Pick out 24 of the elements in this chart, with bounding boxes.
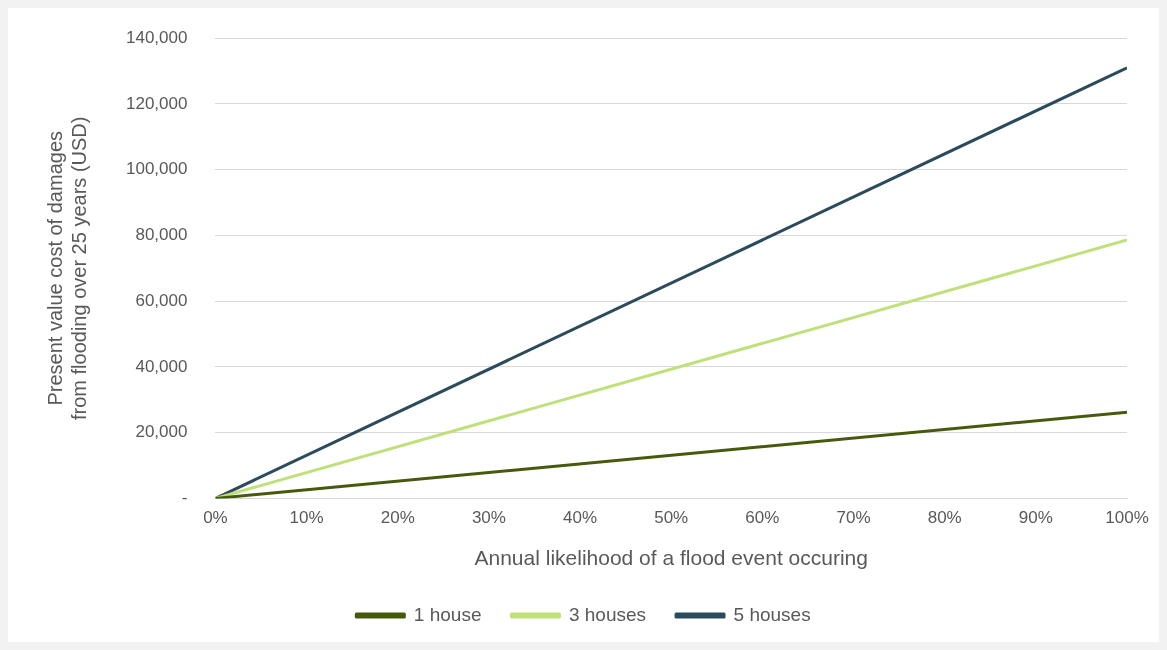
y-tick-label: 140,000 <box>126 27 188 47</box>
y-tick-label: 120,000 <box>126 93 188 113</box>
y-axis-title: Present value cost of damages from flooding over 25 years (USD) <box>43 116 90 421</box>
x-tick-label: 40% <box>563 508 598 528</box>
y-tick-label: 80,000 <box>135 225 188 245</box>
x-tick-label: 10% <box>289 508 324 528</box>
x-tick-label: 30% <box>471 508 506 528</box>
x-tick-label: 100% <box>1105 508 1149 528</box>
x-tick-label: 60% <box>745 508 780 528</box>
legend-label: 1 house <box>413 603 482 625</box>
x-tick-label: 0% <box>203 508 228 528</box>
y-tick-label: 20,000 <box>135 422 188 442</box>
x-axis-title: Annual likelihood of a flood event occuring <box>474 546 868 570</box>
x-tick-label: 50% <box>654 508 689 528</box>
x-tick-label: 70% <box>836 508 871 528</box>
y-tick-label: 100,000 <box>126 159 188 179</box>
y-tick-label: 60,000 <box>135 290 188 310</box>
y-tick-label: - <box>181 488 188 508</box>
x-tick-label: 90% <box>1018 508 1053 528</box>
legend-label: 5 houses <box>733 603 811 625</box>
x-tick-label: 80% <box>927 508 962 528</box>
legend-label: 3 houses <box>568 603 647 625</box>
x-tick-label: 20% <box>380 508 415 528</box>
y-tick-label: 40,000 <box>135 356 188 376</box>
